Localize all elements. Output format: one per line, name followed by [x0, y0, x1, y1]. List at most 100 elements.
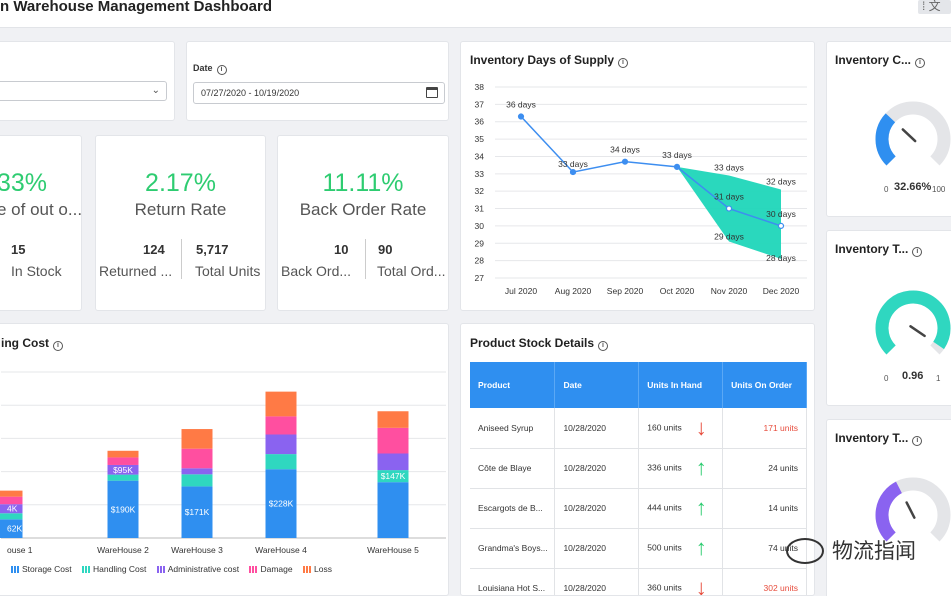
info-icon[interactable]: i: [598, 341, 609, 351]
bar-segment[interactable]: [181, 468, 213, 475]
y-tick-label: 29: [475, 238, 485, 248]
x-tick-label: Aug 2020: [555, 286, 592, 296]
gauge-needle: [901, 128, 917, 143]
bar-segment[interactable]: [265, 434, 297, 455]
units-in-hand-value: 336 units: [647, 462, 682, 473]
kpi-value: 2.17%: [145, 169, 216, 197]
cell-product: Côte de Blaye: [470, 448, 556, 489]
legend-swatch: [249, 566, 258, 573]
cell-units-in-hand: 444 units ↑: [638, 488, 724, 529]
kpi-card-outofstock: 33% e of out o... 15 In Stock: [0, 135, 82, 311]
carrying-cost-chart: ouse 1 WareHouse 2 WareHouse 3 WareHouse 4 W…: [0, 371, 446, 555]
legend-item-damage[interactable]: Damage: [249, 564, 293, 574]
lower-bound-label: 28 days: [766, 253, 796, 263]
calendar-icon[interactable]: [426, 87, 438, 98]
filter-select[interactable]: ⌄: [0, 81, 167, 101]
card-title: Product Stock Details i: [470, 336, 609, 351]
legend-swatch: [156, 566, 165, 573]
info-icon[interactable]: i: [912, 247, 923, 257]
bar-segment[interactable]: [181, 448, 213, 469]
kpi-stat-label: Returned ...: [99, 263, 173, 279]
kpi-card-return-rate: 2.17% Return Rate 124 Returned ... 5,717…: [95, 135, 266, 311]
legend-item-handling[interactable]: Handling Cost: [82, 564, 146, 574]
bar-segment[interactable]: [265, 469, 297, 538]
table-row[interactable]: Aniseed Syrup 10/28/2020 160 units ↓ 171 uni…: [470, 408, 807, 449]
bar-segment[interactable]: [377, 453, 409, 471]
info-icon[interactable]: i: [915, 58, 926, 68]
table-row[interactable]: Louisiana Hot S... 10/28/2020 360 units ↓ 30…: [470, 568, 807, 596]
bar-segment[interactable]: [0, 504, 23, 514]
bar-segment[interactable]: [0, 496, 23, 505]
legend-item-admin[interactable]: Administrative cost: [156, 564, 239, 574]
legend-swatch: [303, 566, 311, 573]
table-row[interactable]: Grandma's Boys... 10/28/2020 500 units ↑ 74 …: [470, 528, 807, 569]
gauge-card-3: Inventory T... i: [826, 419, 951, 596]
menu-button[interactable]: ⁞ 文: [918, 0, 951, 14]
info-icon[interactable]: i: [216, 65, 227, 75]
bar-segment[interactable]: [181, 474, 213, 487]
gauge-value: 0.96: [902, 370, 924, 382]
info-icon[interactable]: i: [912, 436, 923, 446]
data-point[interactable]: [725, 205, 733, 212]
card-title: Inventory Days of Supply i: [470, 53, 629, 68]
info-icon[interactable]: i: [618, 58, 629, 68]
bar-segment[interactable]: [0, 513, 23, 520]
gauge-needle: [905, 501, 916, 519]
bar-segment[interactable]: [107, 457, 139, 465]
arrow-down-icon: ↓: [695, 575, 707, 596]
table-row[interactable]: Escargots de B... 10/28/2020 444 units ↑ 14 …: [470, 488, 807, 529]
data-point[interactable]: [673, 163, 681, 170]
data-label: 30 days: [766, 209, 796, 219]
bar-segment[interactable]: [265, 416, 297, 435]
gauge-fill: [875, 481, 903, 542]
divider: [365, 239, 366, 279]
bar-label: $147K: [381, 471, 406, 481]
page-title: n Warehouse Management Dashboard: [0, 0, 272, 15]
date-range-input[interactable]: 07/27/2020 - 10/19/2020: [193, 82, 445, 104]
kpi-stat-num: 15: [11, 242, 26, 257]
bar-segment[interactable]: [0, 519, 23, 538]
card-title: Inventory T... i: [835, 242, 923, 257]
days-of-supply-chart: 27 28 29 30 31 32 33 34 35 36 37 38 Jul 2020 Aug 2020…: [475, 82, 807, 296]
bar-segment[interactable]: [181, 486, 213, 538]
bar-segment[interactable]: [377, 427, 409, 454]
legend-item-loss[interactable]: Loss: [303, 564, 332, 574]
column-header[interactable]: Units On Order: [722, 362, 807, 408]
legend-item-storage[interactable]: Storage Cost: [11, 564, 72, 574]
gauge-chart: [875, 290, 951, 355]
units-in-hand-value: 360 units: [647, 582, 682, 593]
bar-segment[interactable]: [265, 391, 297, 417]
bar-segment[interactable]: [107, 464, 139, 475]
x-tick-label: WareHouse 2: [97, 545, 149, 555]
bar-label: $228K: [269, 499, 294, 509]
table-row[interactable]: Côte de Blaye 10/28/2020 336 units ↑ 24 unit…: [470, 448, 807, 489]
column-header[interactable]: Date: [554, 362, 640, 408]
cell-date: 10/28/2020: [554, 568, 640, 595]
bar-segment[interactable]: [107, 480, 139, 538]
legend-swatch: [82, 566, 90, 573]
bar-segment[interactable]: [377, 482, 409, 538]
gauge-min: 0: [884, 185, 889, 194]
bar-segment[interactable]: [377, 411, 409, 428]
units-in-hand-value: 160 units: [647, 422, 682, 432]
top-bar: n Warehouse Management Dashboard ⁞ 文: [0, 0, 951, 28]
data-point[interactable]: [777, 222, 785, 230]
forecast-band: [677, 166, 781, 259]
y-tick-label: 35: [475, 134, 485, 144]
y-tick-label: 38: [475, 82, 485, 92]
bar-segment[interactable]: [377, 470, 409, 483]
cell-product: Louisiana Hot S...: [470, 568, 556, 595]
x-tick-label: Sep 2020: [607, 286, 644, 296]
bar-segment[interactable]: [265, 454, 297, 470]
data-point[interactable]: [517, 113, 525, 120]
bar-segment[interactable]: [181, 429, 213, 449]
data-point[interactable]: [621, 158, 629, 165]
x-tick-label: Jul 2020: [505, 286, 537, 296]
column-header[interactable]: Product: [470, 362, 556, 408]
bar-segment[interactable]: [107, 474, 139, 481]
data-point[interactable]: [569, 168, 577, 176]
bar-segment[interactable]: [0, 490, 23, 497]
column-header[interactable]: Units In Hand: [638, 362, 724, 408]
bar-segment[interactable]: [107, 450, 139, 458]
info-icon[interactable]: i: [53, 341, 63, 351]
